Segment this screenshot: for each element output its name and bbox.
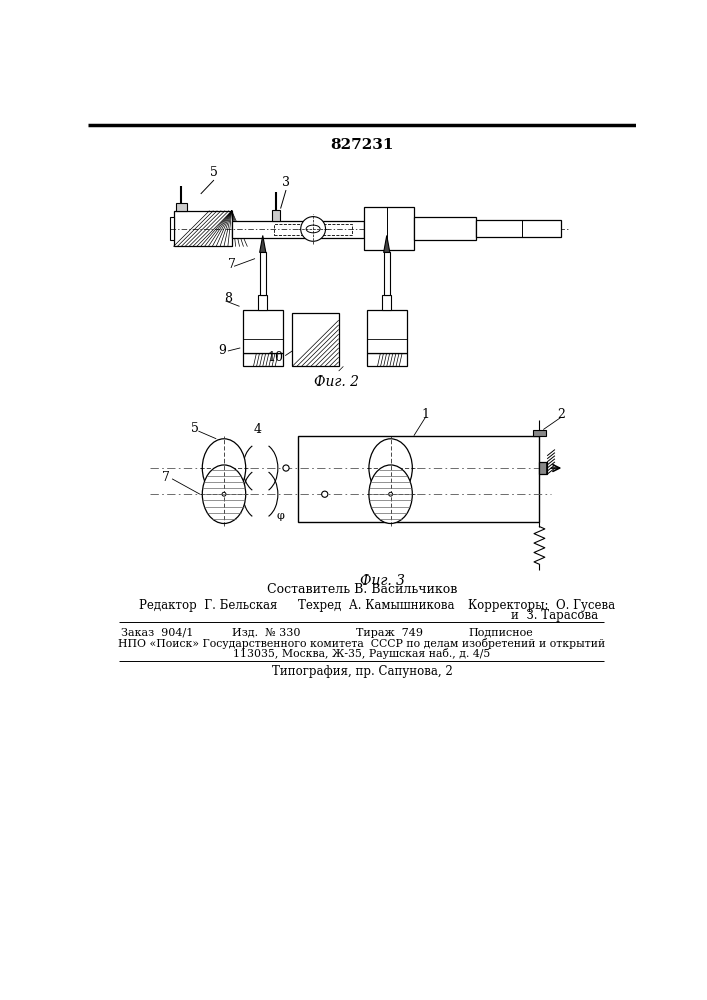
Text: Тираж  749: Тираж 749 bbox=[356, 628, 423, 638]
Ellipse shape bbox=[306, 225, 320, 233]
Text: 2: 2 bbox=[557, 408, 565, 421]
Ellipse shape bbox=[369, 465, 412, 523]
Bar bbox=[259, 252, 266, 295]
Text: 7: 7 bbox=[162, 471, 170, 484]
Circle shape bbox=[389, 466, 392, 470]
Text: 5: 5 bbox=[210, 166, 218, 179]
Ellipse shape bbox=[202, 439, 246, 497]
Polygon shape bbox=[384, 235, 390, 252]
Text: 113035, Москва, Ж-35, Раушская наб., д. 4/5: 113035, Москва, Ж-35, Раушская наб., д. … bbox=[233, 648, 491, 659]
Text: 9: 9 bbox=[218, 344, 226, 358]
Text: 827231: 827231 bbox=[330, 138, 394, 152]
Bar bbox=[382, 295, 392, 310]
Text: 7: 7 bbox=[228, 258, 235, 271]
Circle shape bbox=[222, 492, 226, 496]
Bar bbox=[176, 203, 187, 211]
Text: и  З. Тарасова: и З. Тарасова bbox=[510, 609, 598, 622]
Text: Типография, пр. Сапунова, 2: Типография, пр. Сапунова, 2 bbox=[271, 665, 452, 678]
Bar bbox=[414, 217, 476, 240]
Circle shape bbox=[389, 492, 392, 496]
Text: НПО «Поиск» Государственного комитета  СССР по делам изобретений и открытий: НПО «Поиск» Государственного комитета СС… bbox=[118, 638, 606, 649]
Text: Составитель В. Васильчиков: Составитель В. Васильчиков bbox=[267, 583, 457, 596]
Bar bbox=[533, 430, 546, 436]
Text: Техред  А. Камышникова: Техред А. Камышникова bbox=[298, 599, 454, 612]
Bar bbox=[298, 436, 539, 522]
Bar bbox=[476, 220, 561, 237]
Text: φ: φ bbox=[276, 511, 284, 521]
Bar bbox=[274, 224, 352, 235]
Text: 10: 10 bbox=[268, 351, 284, 364]
Bar bbox=[232, 221, 363, 238]
Text: 8: 8 bbox=[224, 292, 232, 305]
Bar bbox=[367, 310, 407, 353]
Text: 5: 5 bbox=[192, 422, 199, 434]
Text: Заказ  904/1: Заказ 904/1 bbox=[121, 628, 193, 638]
Text: Редактор  Г. Бельская: Редактор Г. Бельская bbox=[139, 599, 277, 612]
Text: Фиг. 3: Фиг. 3 bbox=[361, 574, 405, 588]
Bar bbox=[363, 207, 414, 250]
Bar bbox=[243, 353, 283, 366]
Circle shape bbox=[300, 217, 325, 241]
Circle shape bbox=[222, 466, 226, 470]
Bar bbox=[539, 462, 547, 474]
Bar bbox=[243, 310, 283, 353]
Bar bbox=[174, 211, 232, 246]
Circle shape bbox=[283, 465, 289, 471]
Text: 4: 4 bbox=[253, 423, 262, 436]
Text: Изд.  № 330: Изд. № 330 bbox=[232, 628, 300, 638]
Circle shape bbox=[322, 491, 328, 497]
Text: Подписное: Подписное bbox=[468, 628, 533, 638]
Ellipse shape bbox=[369, 439, 412, 497]
Text: Корректоры:  О. Гусева: Корректоры: О. Гусева bbox=[468, 599, 615, 612]
Bar bbox=[258, 295, 267, 310]
Bar bbox=[292, 312, 339, 366]
Bar bbox=[272, 210, 280, 221]
Bar bbox=[367, 353, 407, 366]
Polygon shape bbox=[259, 235, 266, 252]
Text: 3: 3 bbox=[282, 176, 290, 189]
Bar bbox=[170, 217, 174, 240]
Bar bbox=[384, 252, 390, 295]
Ellipse shape bbox=[202, 465, 246, 523]
Text: 1: 1 bbox=[421, 408, 429, 421]
Text: Фиг. 2: Фиг. 2 bbox=[314, 375, 359, 389]
